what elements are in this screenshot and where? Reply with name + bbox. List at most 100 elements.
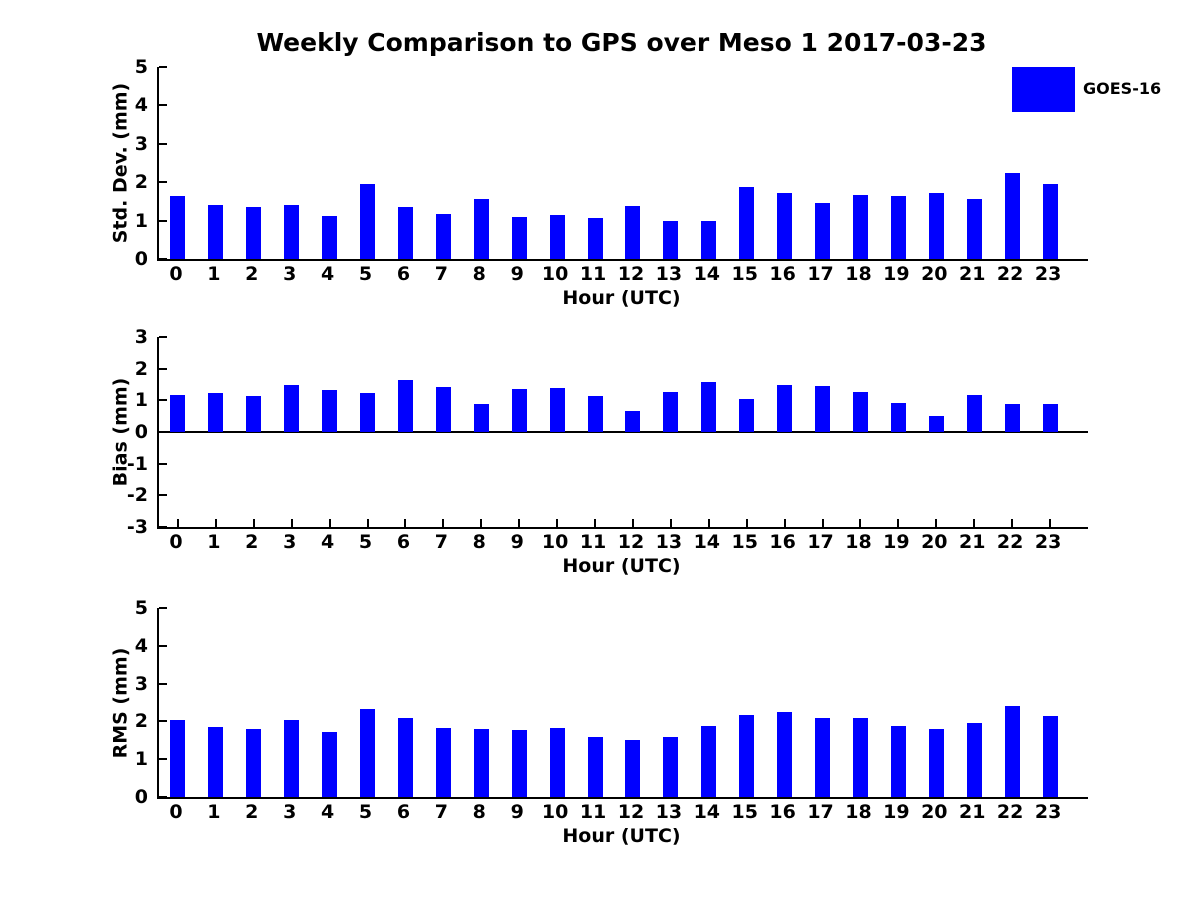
x-tick-label: 23 (1034, 263, 1062, 285)
bar-hour-1 (208, 393, 224, 432)
x-tick-label: 16 (769, 801, 796, 823)
x-tick-mark (404, 519, 407, 527)
x-tick-label: 21 (959, 263, 986, 285)
x-tick-mark (480, 519, 483, 527)
y-tick-mark (159, 399, 167, 402)
y-tick-label: 2 (134, 171, 148, 194)
x-tick-label: 1 (207, 263, 221, 285)
bar-hour-1 (208, 727, 224, 797)
x-tick-label: 22 (996, 801, 1024, 823)
x-tick-label: 11 (579, 531, 607, 553)
bar-hour-21 (966, 722, 982, 797)
bar-hour-16 (777, 711, 793, 797)
bar-hour-3 (284, 720, 300, 797)
y-tick-mark (159, 644, 167, 647)
x-tick-mark (328, 519, 331, 527)
bar-hour-13 (663, 736, 679, 797)
bar-hour-14 (701, 220, 717, 259)
bar-hour-16 (777, 385, 793, 432)
bar-hour-21 (966, 198, 982, 259)
x-tick-label: 20 (921, 801, 948, 823)
bias-x-axis-label: Hour (UTC) (562, 555, 681, 577)
bar-hour-9 (511, 389, 527, 432)
x-tick-mark (594, 519, 597, 527)
x-tick-label: 14 (693, 531, 721, 553)
bar-hour-18 (852, 717, 868, 797)
x-tick-label: 14 (693, 263, 721, 285)
x-tick-label: 3 (283, 263, 297, 285)
x-tick-label: 21 (959, 531, 986, 553)
y-tick-mark (159, 258, 167, 260)
x-tick-label: 11 (579, 263, 607, 285)
x-tick-mark (176, 519, 179, 527)
x-tick-mark (897, 519, 900, 527)
bar-hour-15 (739, 714, 755, 797)
y-tick-mark (159, 104, 167, 107)
bar-hour-18 (852, 391, 868, 432)
x-tick-label: 18 (845, 801, 872, 823)
rms-plot-area (157, 607, 1088, 799)
y-tick-mark (159, 181, 167, 184)
y-tick-mark (159, 796, 167, 798)
bar-hour-12 (625, 206, 641, 259)
bar-hour-2 (246, 207, 262, 259)
y-tick-label: -2 (126, 484, 148, 507)
bar-hour-8 (473, 198, 489, 259)
y-tick-mark (159, 336, 167, 338)
y-tick-mark (159, 494, 167, 497)
bar-hour-18 (852, 194, 868, 259)
bar-hour-21 (966, 394, 982, 432)
x-tick-label: 10 (541, 801, 569, 823)
x-tick-label: 7 (434, 531, 448, 553)
bar-hour-0 (170, 394, 186, 432)
bar-hour-12 (625, 740, 641, 797)
x-tick-label: 19 (883, 531, 910, 553)
zero-baseline (159, 431, 1088, 433)
x-tick-label: 6 (396, 531, 411, 553)
bar-hour-7 (435, 387, 451, 432)
bar-hour-11 (587, 395, 603, 432)
bar-hour-23 (1042, 403, 1058, 432)
bar-hour-23 (1042, 715, 1058, 797)
figure-title: Weekly Comparison to GPS over Meso 1 201… (256, 28, 987, 57)
bar-hour-11 (587, 737, 603, 797)
x-tick-label: 20 (921, 531, 948, 553)
x-tick-mark (669, 519, 672, 527)
bar-hour-0 (170, 720, 186, 797)
x-tick-label: 18 (845, 531, 872, 553)
x-tick-mark (252, 519, 255, 527)
bar-hour-9 (511, 216, 527, 259)
x-tick-label: 17 (807, 263, 834, 285)
y-tick-mark (159, 682, 167, 685)
x-tick-label: 9 (510, 801, 524, 823)
y-tick-label: 4 (134, 634, 148, 657)
stddev-plot-area (157, 66, 1088, 261)
bar-hour-17 (815, 386, 831, 432)
bar-hour-15 (739, 186, 755, 259)
x-tick-mark (745, 519, 748, 527)
bar-hour-16 (777, 192, 793, 259)
x-tick-label: 0 (169, 801, 183, 823)
y-tick-label: 2 (134, 710, 148, 733)
x-tick-label: 0 (169, 263, 183, 285)
bar-hour-14 (701, 726, 717, 797)
bar-hour-19 (890, 402, 906, 432)
legend-label: GOES-16 (1083, 79, 1162, 98)
bar-hour-10 (549, 727, 565, 797)
x-tick-label: 21 (959, 801, 986, 823)
x-tick-label: 2 (245, 263, 259, 285)
y-tick-mark (159, 219, 167, 222)
x-tick-label: 22 (996, 531, 1024, 553)
y-tick-label: -3 (126, 516, 148, 538)
rms-y-axis-label: RMS (mm) (109, 647, 131, 758)
x-tick-label: 22 (996, 263, 1024, 285)
bar-hour-20 (928, 728, 944, 797)
x-tick-label: 15 (731, 801, 758, 823)
x-tick-mark (707, 519, 710, 527)
y-tick-mark (159, 607, 167, 609)
bar-hour-22 (1004, 403, 1020, 432)
y-tick-mark (159, 526, 167, 528)
y-tick-label: -1 (126, 452, 148, 475)
y-tick-label: 2 (134, 357, 148, 380)
